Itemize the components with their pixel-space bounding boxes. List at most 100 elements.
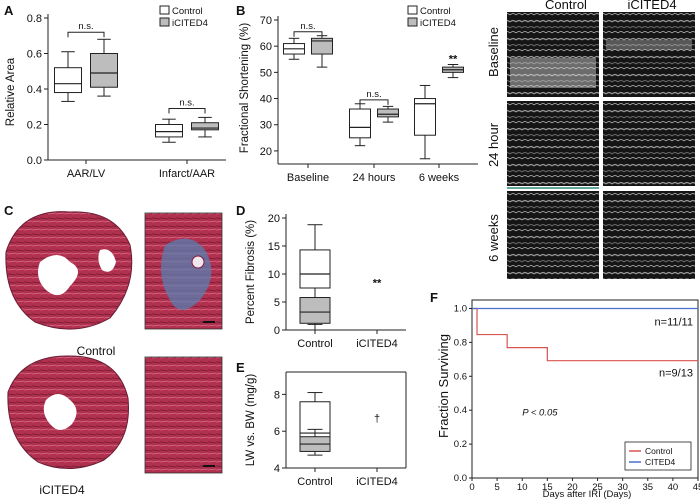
y-tick-label: 70: [260, 15, 272, 27]
panel-b-ylabel: Fractional Shortening (%): [239, 23, 251, 154]
legend-label-control: Control: [420, 6, 451, 17]
legend-box: [624, 441, 692, 471]
significance-label: †: [374, 413, 380, 425]
box-iqr-control: [349, 108, 371, 139]
legend-swatch-control: [159, 5, 170, 15]
y-tick-label: 0.0: [454, 473, 467, 484]
panel-b-letter: B: [236, 3, 245, 18]
echo-image-control-baseline: [507, 12, 599, 97]
x-tick-label: 40: [668, 482, 679, 493]
panel-a-letter: A: [4, 3, 14, 18]
annotation-n-control: n=9/13: [659, 367, 693, 379]
y-tick-label: 20: [268, 213, 280, 225]
legend-label-control: Control: [645, 446, 673, 456]
y-tick-label: 0.0: [27, 155, 42, 167]
histology-zoom-icited4: [144, 356, 223, 474]
echo-panel: Control iCITED4 Baseline 24 hour 6 weeks: [486, 0, 695, 279]
significance-label: n.s.: [366, 89, 381, 100]
x-tick-label: 0: [469, 482, 474, 493]
y-tick-label: 20: [260, 146, 272, 158]
heart-lumen-control: [38, 255, 78, 296]
echo-image-control-24h: [507, 101, 599, 186]
box-iqr-icited4: [311, 37, 333, 55]
echo-col-icited4: iCITED4: [627, 0, 676, 12]
box-iqr-icited4: [377, 108, 399, 118]
x-tick-label: 15: [542, 482, 553, 493]
echo-signal-icited4-baseline: [606, 40, 692, 50]
significance-label: n.s.: [78, 21, 93, 32]
x-tick-label: 10: [517, 482, 528, 493]
y-tick-label: 4: [274, 463, 280, 475]
panel-d: D Percent Fibrosis (%) 0 5 10 15 20 Control iC…: [236, 203, 406, 350]
panel-a-plot: 0.0 0.2 0.4 0.6 0.8 AAR/LV Infarct/AAR Controli…: [27, 5, 226, 180]
panel-f-xlabel: Days after IRI (Days): [543, 489, 632, 500]
box-iqr-icited4: [191, 122, 219, 131]
echo-row-baseline: Baseline: [486, 27, 501, 77]
panel-e-letter: E: [236, 360, 245, 375]
y-tick-label: 5: [274, 297, 280, 309]
y-tick-label: 1.0: [454, 303, 467, 314]
panel-f: F Fraction Surviving Days after IRI (Day…: [430, 290, 700, 500]
legend-label-control: Control: [172, 6, 203, 17]
echo-image-control-6w: [507, 191, 599, 279]
x-tick-label: Control: [297, 476, 332, 488]
y-tick-label: 0: [274, 325, 280, 337]
panel-b-plot: 20 30 40 50 60 70 Baseline 24 hours 6 weeks Contr…: [260, 5, 478, 184]
significance-label: n.s.: [300, 21, 315, 32]
panel-a-ylabel: Relative Area: [5, 57, 17, 126]
y-tick-label: 30: [260, 120, 272, 132]
x-tick-label: 25: [592, 482, 603, 493]
significance-bracket: [293, 31, 323, 37]
significance-label: **: [373, 277, 382, 289]
histology-label-icited4: iCITED4: [39, 483, 85, 497]
y-tick-label: 0.2: [454, 439, 467, 450]
y-tick-label: 6: [274, 426, 280, 438]
y-tick-label: 0.6: [27, 49, 42, 61]
x-tick-label: 6 weeks: [419, 172, 460, 184]
x-tick-label: 24 hours: [353, 172, 396, 184]
panel-f-ylabel: Fraction Surviving: [436, 334, 451, 438]
x-tick-label: Baseline: [287, 172, 329, 184]
x-tick-label: 20: [567, 482, 578, 493]
x-tick-label: 30: [617, 482, 628, 493]
panel-f-letter: F: [430, 290, 438, 305]
panel-a: A Relative Area 0.0 0.2 0.4 0.6 0.8 AAR/LV Inf…: [4, 3, 226, 180]
box-iqr-control: [54, 67, 82, 94]
x-tick-label: Infarct/AAR: [159, 168, 215, 180]
x-tick-label: 45: [693, 482, 700, 493]
km-curve-control: [472, 307, 698, 362]
significance-bracket: [359, 99, 389, 105]
y-tick-label: 40: [260, 94, 272, 106]
y-tick-label: 10: [268, 269, 280, 281]
heart-rv-control: [98, 249, 116, 272]
vessel-control: [191, 255, 205, 269]
panel-c-letter: C: [4, 203, 14, 218]
panel-e-ylabel: LW vs. BW (mg/g): [245, 374, 257, 467]
echo-signal-control-baseline: [510, 58, 596, 88]
panel-b: B Fractional Shortening (%) 20 30 40 50 60 70…: [236, 3, 478, 184]
heart-lumen-icited4: [43, 394, 77, 430]
y-tick-label: 0.4: [27, 84, 42, 96]
box-iqr-control: [414, 98, 436, 136]
significance-label: **: [449, 53, 458, 65]
panel-d-letter: D: [236, 203, 245, 218]
y-tick-label: 50: [260, 67, 272, 79]
annotation-n-cited4: n=11/11: [655, 316, 693, 328]
legend-swatch-icited4: [407, 17, 418, 27]
panel-c: C Control iCITED4: [4, 203, 223, 497]
plot-frame: [471, 299, 699, 479]
x-tick-label: 5: [494, 482, 499, 493]
panel-f-plot: 0 5 10 15 20 25 30 35 40 45 0.0 0.2 0.4 0.6 0.8 1.0 n=11…: [454, 299, 700, 493]
x-tick-label: AAR/LV: [67, 168, 106, 180]
significance-label: n.s.: [179, 98, 194, 109]
x-tick-label: Control: [297, 338, 332, 350]
significance-bracket: [67, 31, 105, 38]
y-tick-label: 0.2: [27, 120, 42, 132]
x-tick-label: iCITED4: [356, 476, 398, 488]
box-iqr-icited4: [90, 53, 118, 88]
y-tick-label: 8: [274, 389, 280, 401]
panel-d-ylabel: Percent Fibrosis (%): [245, 220, 257, 324]
legend-label-cited4: CITED4: [645, 457, 676, 467]
y-tick-label: 0.6: [454, 371, 467, 382]
